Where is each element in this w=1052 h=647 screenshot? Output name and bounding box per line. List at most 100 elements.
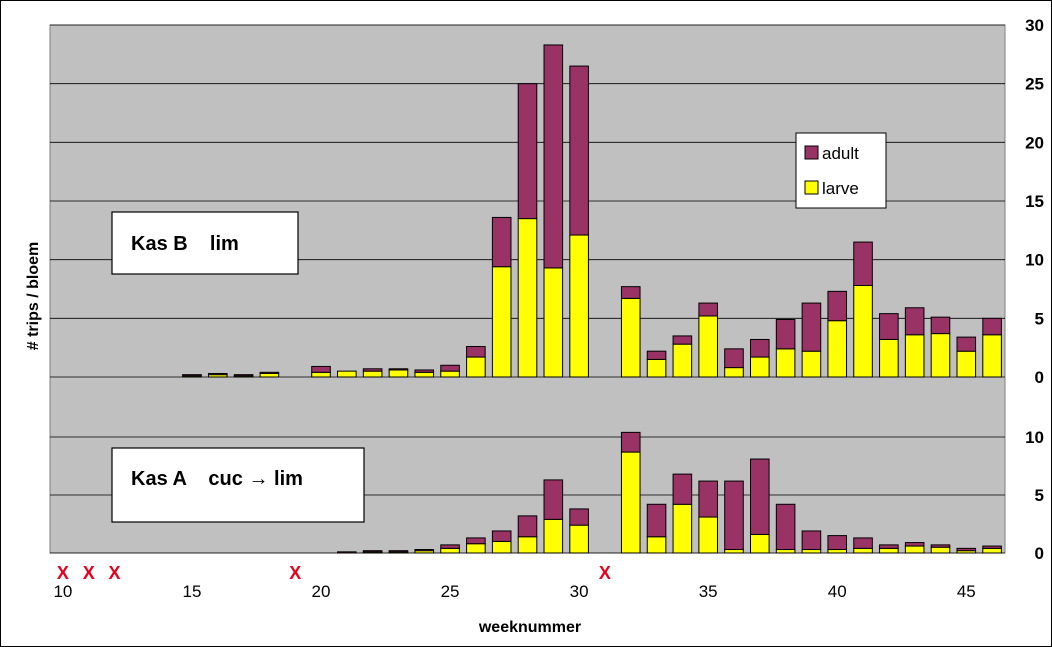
y-axis-title: # trips / bloem [25, 242, 42, 350]
x-tick-label: 40 [828, 582, 847, 601]
bar-larve [570, 525, 589, 553]
bar-larve [518, 219, 537, 377]
bar-larve [776, 550, 795, 553]
bar-larve [673, 504, 692, 553]
bar-adult [260, 372, 279, 373]
bar-adult [389, 369, 408, 370]
bar-adult [208, 373, 227, 374]
bar-larve [828, 321, 847, 377]
bar-adult [621, 432, 640, 452]
bar-adult [234, 375, 253, 376]
y-tick-label: 15 [1025, 192, 1044, 211]
x-axis-title: weeknummer [478, 619, 581, 636]
bar-larve [931, 334, 950, 377]
bar-larve [492, 541, 511, 553]
bar-adult [725, 481, 744, 549]
bar-larve [983, 548, 1002, 553]
legend-label-adult: adult [822, 144, 859, 163]
bar-larve [441, 371, 460, 377]
bar-adult [621, 287, 640, 299]
bar-adult [983, 546, 1002, 548]
bar-adult [673, 336, 692, 344]
missing-week-marker: X [599, 563, 611, 583]
bar-adult [880, 545, 899, 548]
bar-larve [880, 548, 899, 553]
bar-larve [802, 351, 821, 377]
bar-larve [467, 544, 486, 553]
bar-larve [725, 550, 744, 553]
y-tick-label: 10 [1025, 428, 1044, 447]
y-tick-label: 5 [1035, 309, 1044, 328]
bar-larve [957, 351, 976, 377]
bar-adult [415, 550, 434, 551]
bar-larve [621, 452, 640, 553]
bar-larve [725, 368, 744, 377]
bar-adult [183, 375, 202, 376]
bar-larve [905, 546, 924, 553]
bar-larve [854, 285, 873, 377]
bar-adult [570, 509, 589, 525]
bar-larve [699, 517, 718, 553]
bar-adult [699, 481, 718, 517]
bar-adult [802, 303, 821, 351]
bar-larve [518, 537, 537, 553]
bar-adult [467, 346, 486, 357]
x-tick-label: 20 [312, 582, 331, 601]
legend: adult larve [796, 133, 886, 208]
bar-adult [905, 543, 924, 546]
bar-adult [699, 303, 718, 316]
bar-adult [725, 349, 744, 368]
bar-larve [983, 335, 1002, 377]
missing-week-marker: X [57, 563, 69, 583]
bar-larve [544, 519, 563, 553]
bar-adult [854, 242, 873, 285]
bar-adult [544, 480, 563, 519]
bar-larve [647, 359, 666, 377]
legend-swatch-larve [805, 181, 818, 194]
bar-larve [312, 372, 331, 377]
bar-adult [492, 217, 511, 266]
bar-adult [828, 536, 847, 550]
x-tick-label: 15 [182, 582, 201, 601]
bar-adult [673, 474, 692, 504]
bar-larve [647, 537, 666, 553]
bar-adult [389, 551, 408, 552]
missing-week-marker: X [289, 563, 301, 583]
bar-larve [544, 268, 563, 377]
bar-adult [467, 538, 486, 544]
bar-adult [854, 538, 873, 548]
bar-adult [776, 504, 795, 549]
bar-adult [802, 531, 821, 550]
bar-adult [338, 552, 357, 553]
x-tick-label: 45 [957, 582, 976, 601]
bar-adult [570, 66, 589, 235]
x-tick-label: 10 [53, 582, 72, 601]
bar-adult [957, 337, 976, 351]
bar-adult [828, 291, 847, 320]
panel-a-label-box: Kas A cuc → lim [112, 448, 364, 522]
missing-week-marker: X [83, 563, 95, 583]
y-tick-label: 30 [1025, 16, 1044, 35]
bar-adult [957, 548, 976, 550]
panel-b-label: Kas B lim [131, 233, 239, 255]
bar-larve [492, 267, 511, 377]
bar-adult [905, 308, 924, 335]
bar-adult [931, 545, 950, 547]
bar-adult [363, 551, 382, 552]
bar-larve [751, 534, 770, 553]
bar-adult [751, 339, 770, 357]
bar-larve [828, 550, 847, 553]
x-tick-label: 30 [570, 582, 589, 601]
bar-larve [621, 298, 640, 377]
bar-larve [673, 344, 692, 377]
bar-larve [441, 548, 460, 553]
y-tick-label: 0 [1035, 368, 1044, 387]
bar-larve [751, 357, 770, 377]
bar-larve [802, 550, 821, 553]
bar-larve [570, 235, 589, 377]
bar-larve [880, 339, 899, 377]
y-tick-label: 20 [1025, 133, 1044, 152]
y-tick-label: 0 [1035, 544, 1044, 563]
bar-adult [441, 365, 460, 371]
bar-adult [492, 531, 511, 541]
